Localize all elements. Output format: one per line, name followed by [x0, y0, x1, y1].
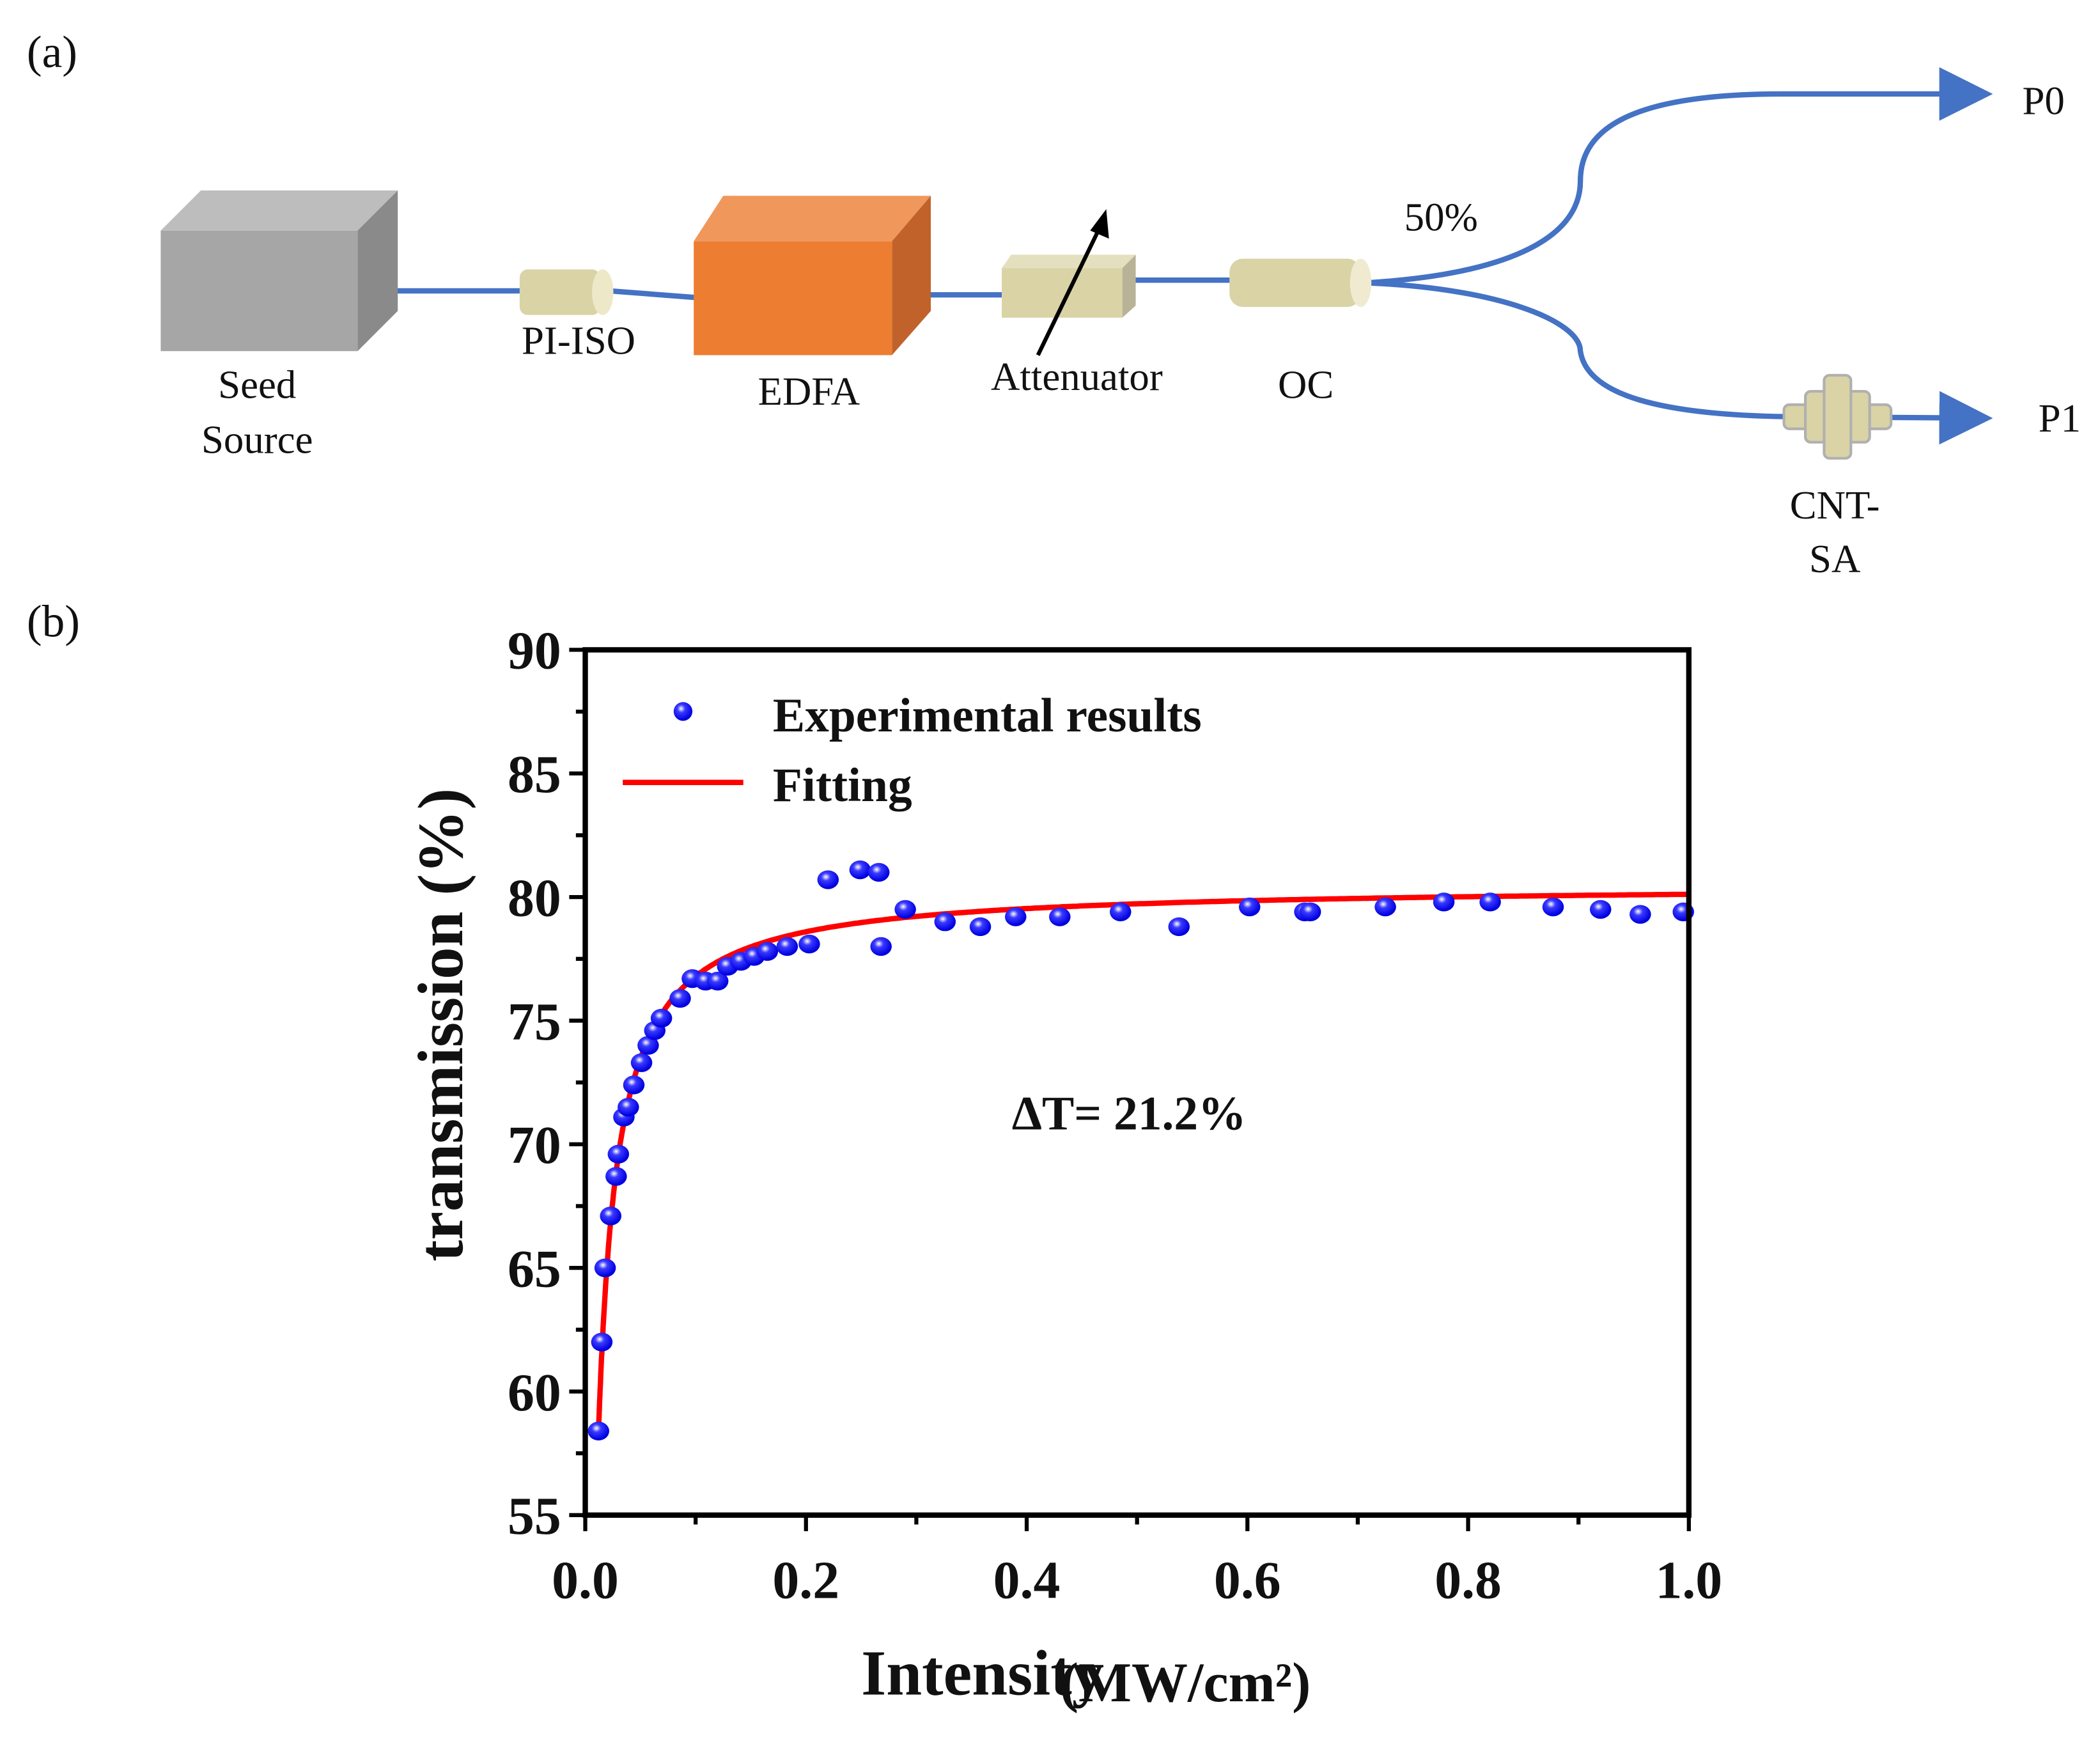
isolator-label: PI-ISO	[522, 318, 635, 363]
x-tick-label: 0.0	[552, 1551, 619, 1610]
data-point	[669, 988, 691, 1008]
output-p0-label: P0	[2022, 78, 2064, 123]
x-tick-label: 0.4	[993, 1551, 1061, 1610]
data-point	[594, 1258, 616, 1277]
data-point	[756, 942, 779, 961]
seed-source-label-2: Source	[201, 417, 313, 462]
fitting-curve	[596, 891, 1689, 1432]
data-point	[1589, 900, 1612, 919]
y-tick-label: 60	[508, 1363, 561, 1423]
data-point	[1433, 893, 1455, 912]
data-point	[637, 1036, 659, 1055]
y-tick-label: 70	[508, 1116, 561, 1175]
x-tick-label: 1.0	[1655, 1551, 1722, 1610]
data-point	[587, 1421, 610, 1440]
data-point	[607, 1144, 630, 1164]
data-point	[618, 1098, 639, 1117]
y-tick-label: 75	[508, 992, 561, 1052]
legend-label-fitting: Fitting	[773, 759, 912, 812]
data-point	[776, 937, 798, 956]
data-point	[1005, 907, 1027, 926]
data-point	[1374, 897, 1396, 917]
data-point	[1168, 917, 1190, 937]
y-tick-label: 85	[508, 745, 561, 804]
data-point	[1629, 905, 1651, 924]
data-point	[867, 862, 890, 882]
cnt-sa-device	[1782, 373, 1893, 460]
data-point	[1299, 902, 1321, 921]
panel-a-setup-diagram: (a) Seed Source PI-ISO	[27, 27, 2081, 581]
data-point	[817, 870, 839, 889]
data-point	[849, 860, 871, 880]
data-point	[1479, 893, 1501, 912]
delta-t-annotation: ΔT= 21.2%	[1012, 1087, 1247, 1140]
coupler-label: OC	[1278, 363, 1334, 407]
plot-frame	[582, 647, 1692, 1518]
data-point	[591, 1332, 613, 1352]
split-ratio-label: 50%	[1404, 195, 1478, 240]
data-point	[934, 912, 956, 932]
attenuator-label: Attenuator	[991, 354, 1163, 399]
y-tick-label: 65	[508, 1239, 561, 1298]
attenuator-box	[1002, 209, 1136, 356]
x-tick-label: 0.2	[772, 1551, 839, 1610]
data-point	[1049, 907, 1071, 926]
x-axis-unit: (MW/cm²)	[1060, 1652, 1311, 1714]
isolator-cylinder	[519, 269, 614, 315]
data-point	[1238, 897, 1261, 917]
fiber-lines	[364, 67, 1993, 445]
y-tick-label: 80	[508, 868, 561, 928]
data-point	[969, 917, 992, 937]
panel-a-label: (a)	[27, 27, 77, 77]
output-coupler	[1229, 258, 1372, 308]
y-axis-title: transmission (%)	[405, 788, 476, 1261]
y-tick-label: 55	[508, 1486, 561, 1546]
tick-labels: 0.0 0.2 0.4 0.6 0.8 1.0 55 60 65 70 75 80 85 90	[508, 621, 1722, 1610]
data-point	[1110, 902, 1132, 921]
panel-b-label: (b)	[27, 597, 80, 646]
seed-source-box	[160, 190, 398, 352]
experimental-points	[587, 860, 1694, 1440]
edfa-box	[694, 196, 931, 355]
seed-source-label-1: Seed	[218, 363, 296, 407]
edfa-label: EDFA	[758, 369, 860, 414]
data-point	[870, 937, 892, 956]
data-point	[706, 971, 729, 991]
data-point	[894, 900, 916, 919]
y-tick-label: 90	[508, 621, 561, 681]
legend-marker-experimental	[673, 702, 693, 721]
data-point	[650, 1008, 673, 1028]
data-point	[630, 1053, 653, 1072]
data-point	[798, 934, 820, 954]
data-point	[600, 1206, 621, 1226]
cnt-sa-label-1: CNT-	[1790, 483, 1880, 527]
x-axis-title: Intensity	[861, 1637, 1104, 1709]
legend: Experimental results Fitting	[623, 689, 1202, 812]
data-point	[1542, 897, 1564, 917]
legend-label-experimental: Experimental results	[773, 689, 1202, 742]
panel-b-chart: (b) 0.0 0.2 0.4 0.6 0.8 1.0 55 60 65 70 75 80 85 90 E…	[27, 597, 1722, 1714]
x-tick-label: 0.8	[1435, 1551, 1502, 1610]
data-point	[623, 1075, 645, 1095]
output-p1-label: P1	[2039, 396, 2081, 441]
x-tick-label: 0.6	[1214, 1551, 1281, 1610]
cnt-sa-label-2: SA	[1809, 536, 1860, 581]
data-point	[605, 1167, 627, 1186]
